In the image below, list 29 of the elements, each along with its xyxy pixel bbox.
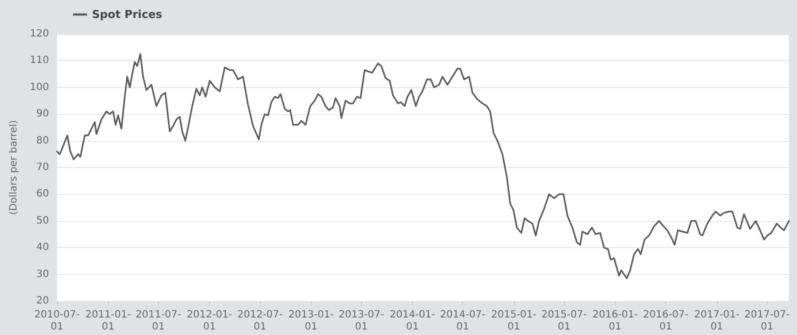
y-tick-label: 30 (36, 268, 49, 280)
x-tick-label: 2017-07- 01 (744, 310, 790, 332)
x-tick-label: 2014-07- 01 (440, 310, 486, 332)
y-tick-label: 60 (36, 188, 49, 200)
x-tick-label: 2016-01- 01 (592, 310, 638, 332)
y-tick-label: 120 (30, 28, 49, 40)
x-tick-label: 2016-07- 01 (643, 310, 689, 332)
y-tick-label: 50 (36, 215, 49, 226)
x-tick-label: 2012-07- 01 (237, 310, 284, 332)
line-series (56, 53, 790, 280)
x-tick-label: 2017-01- 01 (694, 310, 740, 332)
x-tick-label: 2013-07- 01 (338, 310, 384, 332)
y-tick-label: 80 (36, 135, 49, 146)
x-tick-label: 2013-01- 01 (288, 310, 334, 332)
x-tick-label: 2010-07- 01 (34, 310, 80, 332)
x-tick-label: 2014-01- 01 (390, 310, 436, 332)
y-tick-label: 100 (30, 82, 49, 93)
y-tick-label: 90 (36, 108, 49, 120)
x-tick-label: 2015-07- 01 (541, 310, 588, 332)
y-tick-label: 20 (36, 296, 49, 306)
x-tick-label: 2011-01- 01 (85, 310, 132, 332)
x-tick-label: 2015-01- 01 (491, 310, 537, 332)
y-tick-label: 70 (36, 162, 49, 173)
y-axis-title: (Dollars per barrel) (8, 120, 20, 215)
y-tick-label: 40 (36, 242, 49, 254)
y-tick-label: 110 (30, 55, 49, 66)
x-tick-label: 2011-07- 01 (136, 310, 182, 332)
legend-label: Spot Prices (92, 8, 163, 21)
x-tick-label: 2012-01- 01 (186, 310, 233, 332)
